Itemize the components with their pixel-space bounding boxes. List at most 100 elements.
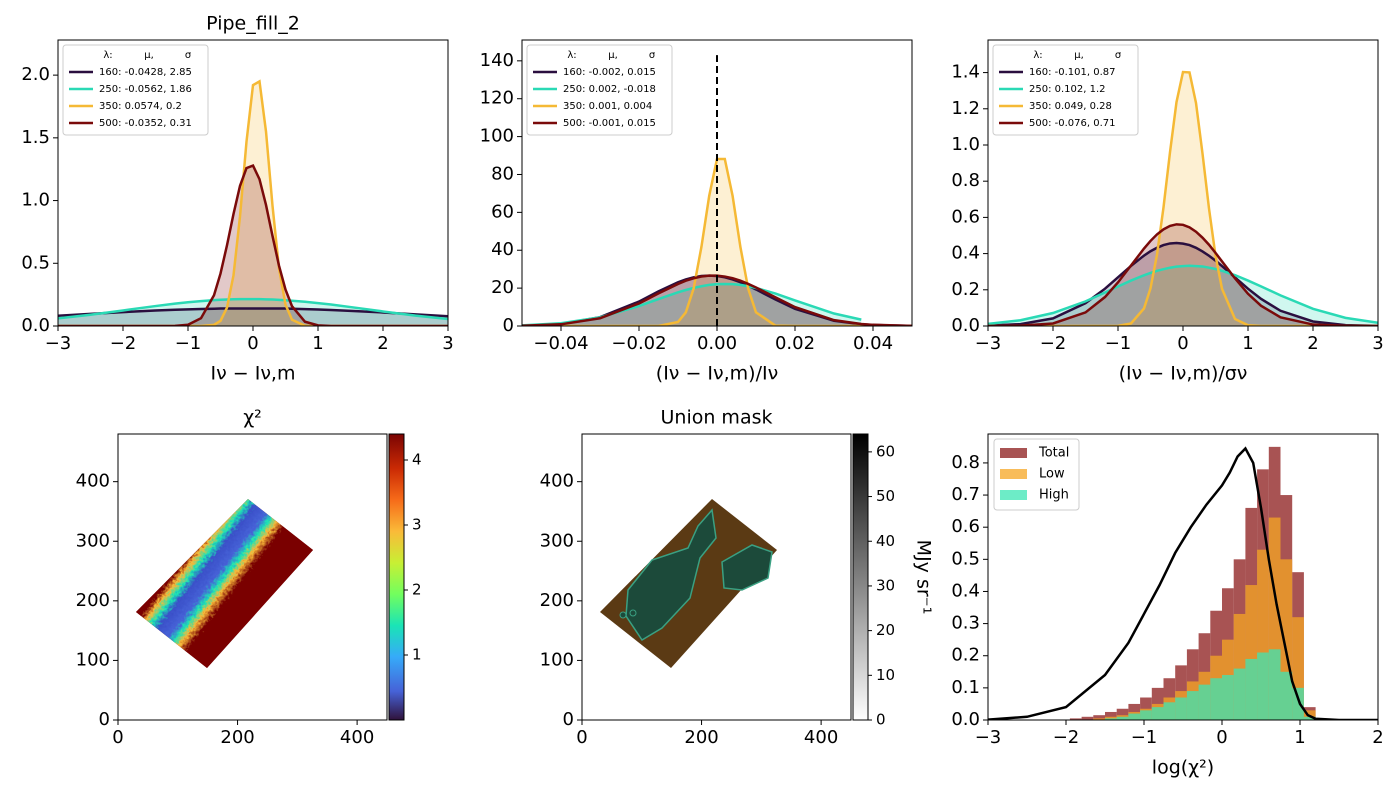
area	[58, 165, 448, 326]
colorbar-tick-label: 4	[412, 451, 422, 469]
area	[988, 242, 1378, 326]
y-tick-label: 0.6	[951, 206, 980, 227]
colorbar-tick-label: 2	[412, 581, 422, 599]
legend-box	[992, 44, 1139, 136]
legend-label: High	[1039, 488, 1069, 503]
x-tick-label: 0	[1216, 727, 1227, 748]
colorbar	[852, 433, 869, 721]
bar	[1116, 716, 1129, 720]
x-tick-label: −3	[975, 727, 1002, 748]
area	[58, 299, 448, 326]
line	[988, 223, 1378, 326]
bar	[1257, 652, 1269, 720]
legend-label: 250: 0.002, -0.018	[563, 84, 656, 95]
bar	[1116, 708, 1129, 720]
x-tick-label: −2	[1040, 333, 1067, 354]
y-tick-label: 0.0	[951, 709, 980, 730]
colorbar-tick-label: 10	[876, 666, 895, 684]
x-tick-label: −1	[1105, 333, 1132, 354]
y-tick-label: 0	[563, 709, 574, 730]
x-tick-label: 200	[684, 727, 718, 748]
line	[58, 307, 448, 318]
bar	[1292, 617, 1304, 720]
legend-label: 500: -0.076, 0.71	[1029, 118, 1116, 129]
x-tick-label: 400	[340, 727, 374, 748]
x-tick-label: −2	[110, 333, 137, 354]
x-tick-label: 0.02	[775, 333, 815, 354]
bar	[1257, 549, 1269, 720]
y-tick-label: 80	[491, 163, 514, 184]
line	[522, 282, 862, 326]
legend-label: 500: -0.001, 0.015	[563, 118, 656, 129]
colorbar-tick-label: 50	[876, 487, 895, 505]
bar	[1245, 585, 1258, 720]
legend-label: Low	[1039, 467, 1065, 482]
bar	[1233, 668, 1246, 720]
y-tick-label: 300	[76, 530, 110, 551]
mask-patch	[629, 609, 637, 617]
y-tick-label: 1.0	[951, 134, 980, 155]
colorbar-tick-label: 40	[876, 532, 895, 550]
x-tick-label: 3	[1372, 333, 1383, 354]
bar	[1128, 713, 1141, 720]
plot-area	[988, 70, 1378, 326]
y-tick-label: 400	[540, 471, 574, 492]
x-tick-label: 1	[1242, 333, 1253, 354]
bar	[1280, 671, 1293, 720]
line	[58, 79, 448, 326]
y-tick-label: 100	[480, 126, 514, 147]
legend-swatch	[1000, 490, 1027, 500]
area	[988, 72, 1378, 326]
y-tick-label: 2.0	[21, 64, 50, 85]
y-tick-label: 0.7	[951, 484, 980, 505]
chart-title: Union mask	[661, 407, 773, 429]
legend-label: 350: 0.049, 0.28	[1029, 101, 1112, 112]
x-axis-label: log(χ²)	[1152, 757, 1214, 779]
line	[988, 241, 1378, 326]
legend-label: 160: -0.002, 0.015	[563, 67, 656, 78]
bar	[1292, 687, 1304, 720]
legend-title: λ:	[567, 50, 576, 61]
bar	[1268, 517, 1281, 720]
mask-patch	[721, 544, 773, 591]
legend-label: 160: -0.0428, 2.85	[99, 67, 192, 78]
y-tick-label: 20	[491, 277, 514, 298]
y-tick-label: 100	[76, 649, 110, 670]
y-tick-label: 1.5	[21, 127, 50, 148]
y-tick-label: 0.5	[951, 548, 980, 569]
bar	[1105, 711, 1117, 720]
area	[58, 308, 448, 326]
legend-box	[526, 44, 673, 136]
y-tick-label: 40	[491, 239, 514, 260]
x-tick-label: 1	[1294, 727, 1305, 748]
colorbar-tick-label: 3	[412, 516, 422, 534]
y-tick-label: 0.2	[951, 279, 980, 300]
legend-title: σ	[1115, 50, 1122, 61]
legend-title: μ,	[608, 50, 618, 61]
x-tick-label: 0.04	[853, 333, 893, 354]
legend-swatch	[1000, 448, 1027, 458]
legend-swatch	[1000, 469, 1027, 479]
x-tick-label: 0	[1177, 333, 1188, 354]
legend-label: 350: 0.0574, 0.2	[99, 101, 182, 112]
marks	[58, 79, 448, 326]
y-tick-label: 0.0	[21, 315, 50, 336]
marks	[988, 446, 1378, 720]
x-tick-label: −0.02	[611, 333, 666, 354]
y-tick-label: 300	[540, 530, 574, 551]
legend-label: 250: 0.102, 1.2	[1029, 84, 1106, 95]
x-axis-label: (Iν − Iν,m)/σν	[1119, 363, 1248, 385]
y-tick-label: 60	[491, 201, 514, 222]
union-mask-map	[600, 499, 777, 668]
x-tick-label: −3	[45, 333, 72, 354]
y-tick-label: 1.2	[951, 98, 980, 119]
axes-frame	[581, 433, 852, 721]
y-tick-label: 120	[480, 88, 514, 109]
colorbar-tick-label: 1	[412, 646, 422, 664]
area	[58, 81, 448, 326]
bar	[1186, 691, 1199, 720]
y-tick-label: 0.4	[951, 243, 980, 264]
y-tick-label: 200	[76, 590, 110, 611]
legend-title: μ,	[144, 50, 154, 61]
